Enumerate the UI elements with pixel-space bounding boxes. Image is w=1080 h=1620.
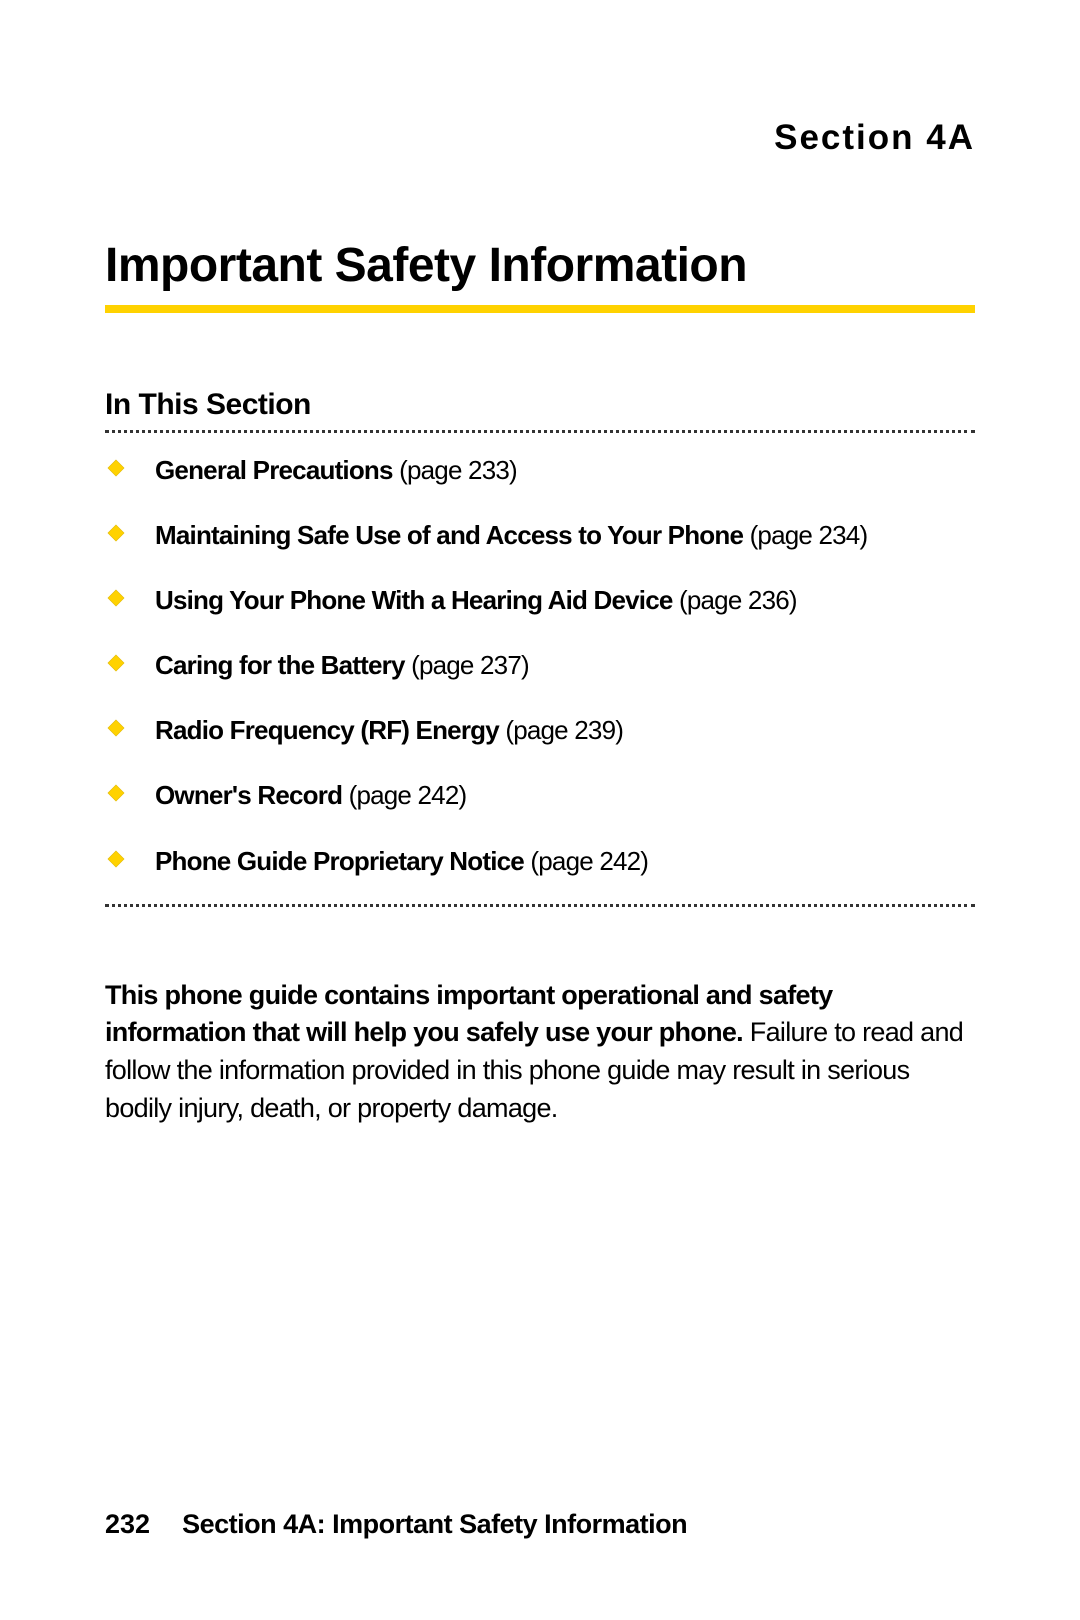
toc-item-page-ref: (page 239): [499, 715, 623, 745]
toc-item-title: Radio Frequency (RF) Energy: [155, 715, 499, 745]
toc-item: Radio Frequency (RF) Energy (page 239): [107, 713, 975, 748]
toc-item-title: Caring for the Battery: [155, 650, 405, 680]
toc-item-text: Phone Guide Proprietary Notice (page 242…: [155, 844, 648, 879]
toc-item: Caring for the Battery (page 237): [107, 648, 975, 683]
toc-item-page-ref: (page 236): [673, 585, 797, 615]
page-number: 232: [105, 1509, 150, 1540]
toc-item-page-ref: (page 242): [524, 846, 648, 876]
page-footer: 232 Section 4A: Important Safety Informa…: [105, 1509, 687, 1540]
toc-item: Maintaining Safe Use of and Access to Yo…: [107, 518, 975, 553]
diamond-bullet-icon: [107, 459, 125, 477]
toc-item-title: Using Your Phone With a Hearing Aid Devi…: [155, 585, 673, 615]
dotted-separator-bottom: [105, 904, 975, 907]
toc-item-text: Maintaining Safe Use of and Access to Yo…: [155, 518, 867, 553]
toc-item-title: Owner's Record: [155, 780, 342, 810]
toc-item-text: Caring for the Battery (page 237): [155, 648, 529, 683]
body-bold-intro: This phone guide contains important oper…: [105, 980, 832, 1048]
dotted-separator-top: [105, 430, 975, 433]
toc-item-page-ref: (page 242): [342, 780, 466, 810]
main-heading: Important Safety Information: [105, 238, 975, 293]
toc-item: General Precautions (page 233): [107, 453, 975, 488]
footer-title: Section 4A: Important Safety Information: [182, 1509, 687, 1540]
toc-item-title: Maintaining Safe Use of and Access to Yo…: [155, 520, 743, 550]
toc-item-text: Using Your Phone With a Hearing Aid Devi…: [155, 583, 797, 618]
toc-list: General Precautions (page 233) Maintainin…: [105, 453, 975, 879]
toc-item: Owner's Record (page 242): [107, 778, 975, 813]
toc-item-page-ref: (page 234): [743, 520, 867, 550]
body-paragraph: This phone guide contains important oper…: [105, 977, 975, 1128]
heading-underline: [105, 305, 975, 313]
subsection-heading: In This Section: [105, 388, 975, 422]
toc-item: Phone Guide Proprietary Notice (page 242…: [107, 844, 975, 879]
diamond-bullet-icon: [107, 719, 125, 737]
toc-item-page-ref: (page 233): [393, 455, 517, 485]
diamond-bullet-icon: [107, 850, 125, 868]
toc-item-title: General Precautions: [155, 455, 393, 485]
toc-item-title: Phone Guide Proprietary Notice: [155, 846, 524, 876]
diamond-bullet-icon: [107, 654, 125, 672]
diamond-bullet-icon: [107, 784, 125, 802]
diamond-bullet-icon: [107, 589, 125, 607]
toc-item-page-ref: (page 237): [405, 650, 529, 680]
section-label: Section 4A: [105, 118, 975, 158]
toc-item-text: Radio Frequency (RF) Energy (page 239): [155, 713, 623, 748]
toc-item-text: Owner's Record (page 242): [155, 778, 466, 813]
toc-item: Using Your Phone With a Hearing Aid Devi…: [107, 583, 975, 618]
diamond-bullet-icon: [107, 524, 125, 542]
toc-item-text: General Precautions (page 233): [155, 453, 517, 488]
